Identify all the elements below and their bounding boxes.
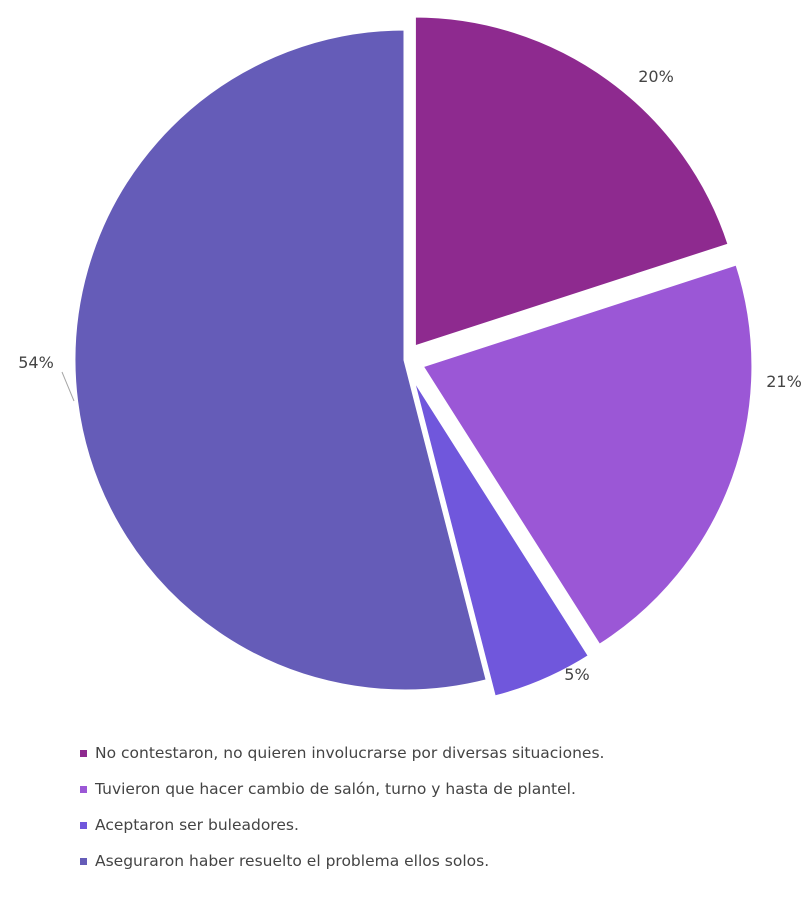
legend-swatch [80,857,87,865]
pie-slices [72,14,755,699]
data-label: 5% [564,665,589,684]
pie-slice-buleadores [410,375,592,699]
data-label: 54% [18,353,54,372]
legend: No contestaron, no quieren involucrarse … [80,742,800,886]
legend-item: Tuvieron que hacer cambio de salón, turn… [80,778,800,800]
data-label: 21% [766,372,802,391]
legend-label: No contestaron, no quieren involucrarse … [95,744,605,762]
pie-slice-cambio-salon [419,261,755,648]
legend-label: Aceptaron ser buleadores. [95,816,299,834]
legend-item: No contestaron, no quieren involucrarse … [80,742,800,764]
legend-label: Tuvieron que hacer cambio de salón, turn… [95,780,576,798]
data-label: 20% [638,67,674,86]
legend-label: Aseguraron haber resuelto el problema el… [95,852,490,870]
legend-swatch [80,821,87,829]
legend-item: Aseguraron haber resuelto el problema el… [80,850,800,872]
legend-item: Aceptaron ser buleadores. [80,814,800,836]
legend-swatch [80,749,87,757]
legend-swatch [80,785,87,793]
data-labels: 20% 21% 5% 54% [18,67,802,684]
pie-slice-no-contestaron [412,14,732,350]
leader-line [61,371,75,402]
pie-slice-resuelto-solos [72,27,490,693]
leader-lines [61,371,75,402]
